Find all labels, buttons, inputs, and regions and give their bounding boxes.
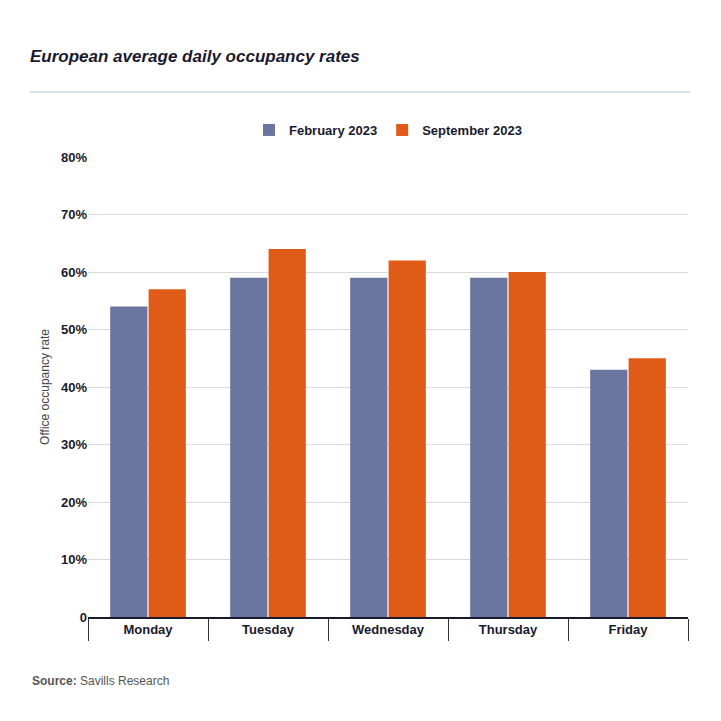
svg-text:70%: 70%	[61, 207, 87, 222]
svg-text:February 2023: February 2023	[289, 123, 377, 138]
svg-text:Monday: Monday	[123, 622, 173, 637]
svg-text:Office occupancy rate: Office occupancy rate	[38, 329, 52, 445]
svg-text:Tuesday: Tuesday	[242, 622, 295, 637]
svg-text:60%: 60%	[61, 265, 87, 280]
svg-text:European average daily occupan: European average daily occupancy rates	[30, 47, 360, 66]
svg-text:40%: 40%	[61, 380, 87, 395]
svg-text:Thursday: Thursday	[479, 622, 538, 637]
svg-text:10%: 10%	[61, 552, 87, 567]
svg-text:Friday: Friday	[608, 622, 648, 637]
svg-text:Wednesday: Wednesday	[352, 622, 425, 637]
svg-text:0: 0	[80, 610, 87, 625]
svg-text:20%: 20%	[61, 495, 87, 510]
svg-text:September 2023: September 2023	[422, 123, 522, 138]
svg-text:80%: 80%	[61, 150, 87, 165]
svg-text:50%: 50%	[61, 322, 87, 337]
svg-text:Source: Savills Research: Source: Savills Research	[32, 674, 169, 688]
svg-text:30%: 30%	[61, 437, 87, 452]
